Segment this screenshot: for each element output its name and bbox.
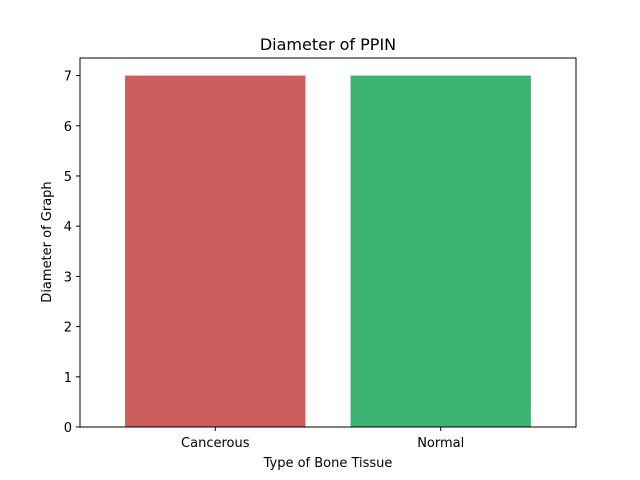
x-axis-label: Type of Bone Tissue [263,456,393,471]
chart-title: Diameter of PPIN [260,35,396,54]
y-tick-label: 7 [64,70,72,85]
y-tick-label: 2 [64,321,72,336]
x-axis-ticks: Cancerous Normal [181,427,464,451]
y-axis-ticks: 0 1 2 3 4 5 6 7 [64,70,80,436]
y-tick-label: 6 [64,120,72,135]
y-tick-label: 5 [64,170,72,185]
x-tick-label: Cancerous [181,436,250,451]
bars-group [125,75,531,428]
y-tick-label: 1 [64,371,72,386]
plot-frame [79,57,577,428]
x-tick-label: Normal [417,436,464,451]
bar-cancerous [125,75,306,428]
y-tick-label: 4 [64,220,72,235]
bar-normal [350,75,531,428]
y-tick-label: 3 [64,270,72,285]
y-axis-label: Diameter of Graph [40,181,55,302]
y-tick-label: 0 [64,421,72,436]
